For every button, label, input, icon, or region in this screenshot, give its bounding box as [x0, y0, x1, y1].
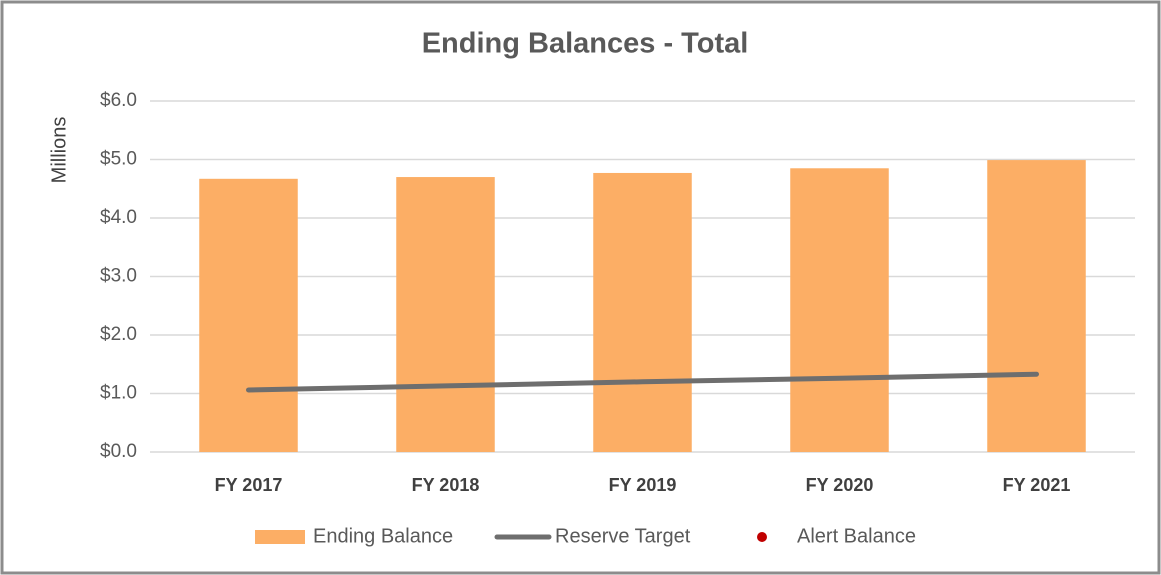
- y-tick-label: $5.0: [100, 149, 137, 170]
- chart-title: Ending Balances - Total: [422, 28, 749, 60]
- y-axis-label: Millions: [48, 117, 70, 184]
- bar: [790, 168, 889, 452]
- legend-swatch: [757, 532, 767, 542]
- legend-label: Reserve Target: [555, 525, 691, 547]
- x-tick-label: FY 2017: [215, 475, 283, 495]
- x-tick-label: FY 2019: [609, 475, 677, 495]
- y-tick-label: $1.0: [100, 383, 137, 404]
- bar: [199, 178, 298, 452]
- x-tick-label: FY 2020: [806, 475, 874, 495]
- x-tick-label: FY 2021: [1003, 475, 1071, 495]
- y-tick-label: $2.0: [100, 324, 137, 345]
- line: [246, 371, 1039, 393]
- y-tick-label: $0.0: [100, 441, 137, 462]
- y-tick-label: $6.0: [100, 90, 137, 111]
- x-tick-label: FY 2018: [412, 475, 480, 495]
- bar: [987, 160, 1086, 452]
- y-tick-label: $4.0: [100, 207, 137, 228]
- legend-swatch: [255, 530, 305, 544]
- bar: [396, 177, 495, 453]
- legend-label: Alert Balance: [797, 525, 916, 547]
- legend-label: Ending Balance: [313, 525, 453, 547]
- y-tick-label: $3.0: [100, 266, 137, 287]
- bar: [593, 172, 692, 452]
